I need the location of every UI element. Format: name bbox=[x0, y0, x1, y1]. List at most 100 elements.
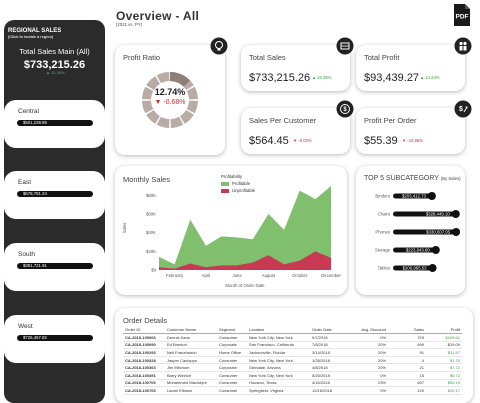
money-growth-icon: $ bbox=[454, 100, 472, 118]
table-cell: Ed Braxton bbox=[165, 341, 217, 350]
table-row[interactable]: CA-2018-100363 Jim Mitchum Corporate Glenda… bbox=[123, 363, 462, 372]
donut-segment bbox=[146, 109, 161, 124]
table-cell: Jim Mitchum bbox=[165, 363, 217, 372]
column-header[interactable]: Location bbox=[247, 326, 310, 334]
x-axis-label: Month of Order Date bbox=[225, 283, 265, 288]
table-cell: Neil Französisch bbox=[165, 348, 217, 357]
top-subcategory-card: TOP 5 SUBCATEGORY (By Sales) Binders $203… bbox=[356, 166, 465, 295]
legend-item-unprofitable[interactable]: Unprofitable bbox=[221, 188, 255, 193]
table-row[interactable]: CA-2018-100706 Laurel Elliston Consumer Spr… bbox=[123, 386, 462, 395]
lightbulb-icon bbox=[210, 37, 228, 55]
table-row[interactable]: CA-2018-100328 Jasper Cacioppo Consumer New… bbox=[123, 356, 462, 365]
table-cell: 20% bbox=[348, 363, 388, 372]
table-cell: 378 bbox=[388, 333, 426, 342]
table-cell: $39.17 bbox=[426, 386, 462, 395]
table-cell: -$19.09 bbox=[426, 341, 462, 350]
profit-per-order-value: $55.39 bbox=[364, 135, 398, 147]
data-label: $223,843.60 bbox=[406, 248, 431, 253]
subcategory-bar[interactable] bbox=[393, 247, 436, 253]
region-name: Central bbox=[18, 108, 39, 115]
column-header[interactable]: Profit bbox=[426, 326, 462, 334]
area-series-unprofitable[interactable] bbox=[159, 251, 331, 270]
table-row[interactable]: CA-2018-100090 Ed Braxton Corporate San Fra… bbox=[123, 341, 462, 350]
table-cell: $6.72 bbox=[426, 371, 462, 380]
x-tick-label: April bbox=[202, 273, 211, 278]
table-cell: $65.19 bbox=[426, 379, 462, 388]
table-cell: 0% bbox=[348, 386, 388, 395]
region-button-west[interactable]: West $725,457.82 bbox=[4, 315, 105, 363]
table-row[interactable]: CA-2018-100391 Barry Weirich Consumer New Y… bbox=[123, 371, 462, 380]
table-cell: 20% bbox=[348, 341, 388, 350]
donut-segment bbox=[146, 76, 161, 91]
profit-ratio-donut bbox=[142, 72, 198, 128]
total-profit-badge: ▲ 14.24% bbox=[420, 75, 440, 80]
table-row[interactable]: CA-2018-100706 Muhammed MacIntyre Consumer… bbox=[123, 379, 462, 388]
table-cell: CA-2018-100090 bbox=[123, 341, 165, 350]
register-icon bbox=[336, 37, 354, 55]
total-sales-card: Total Sales $733,215.26 ▲ 20.36% bbox=[241, 45, 350, 91]
table-cell: 20% bbox=[348, 356, 388, 365]
subcategory-bar[interactable] bbox=[393, 193, 432, 199]
column-header[interactable]: Order Date bbox=[310, 326, 348, 334]
donut-segment bbox=[186, 86, 198, 100]
subcategory-bar[interactable] bbox=[393, 265, 433, 271]
total-sales-main-badge: ▲ 20.36% bbox=[46, 70, 65, 75]
column-header[interactable]: Sales bbox=[388, 326, 426, 334]
column-header[interactable]: Order ID bbox=[123, 326, 165, 334]
total-profit-card: Total Profit $93,439.27 ▲ 14.24% bbox=[356, 45, 465, 91]
table-cell: CA-2018-100328 bbox=[123, 356, 165, 365]
table-cell: CA-2018-100363 bbox=[123, 363, 165, 372]
x-tick-label: October bbox=[292, 273, 308, 278]
table-cell: $1.33 bbox=[426, 356, 462, 365]
table-cell: Home Office bbox=[217, 348, 247, 357]
data-label: $330,007.05 bbox=[426, 230, 451, 235]
donut-segment bbox=[142, 100, 154, 114]
column-header[interactable]: Customer Name bbox=[165, 326, 217, 334]
table-cell: Springfield, Virginia bbox=[247, 386, 310, 395]
table-cell: 5/25/2018 bbox=[310, 371, 348, 380]
subcategory-bar-end bbox=[431, 246, 440, 254]
table-row[interactable]: CA-2018-100293 Neil Französisch Home Offic… bbox=[123, 348, 462, 357]
y-tick-label: $0 bbox=[151, 268, 156, 273]
subcategory-bar[interactable] bbox=[393, 229, 457, 235]
region-button-central[interactable]: Central $501,239.89 bbox=[4, 100, 105, 148]
legend-label: Profitable bbox=[232, 181, 251, 186]
pdf-export-icon[interactable]: PDF bbox=[452, 3, 472, 27]
table-cell: Consumer bbox=[217, 386, 247, 395]
legend-label: Unprofitable bbox=[232, 188, 256, 193]
column-header[interactable]: Avg. Discount bbox=[348, 326, 388, 334]
table-row[interactable]: CA-2018-100006 Dennis Kane Consumer New Yor… bbox=[123, 333, 462, 342]
table-cell: CA-2018-100706 bbox=[123, 386, 165, 395]
y-tick-label: $80K bbox=[146, 193, 156, 198]
total-sales-title: Total Sales bbox=[249, 53, 286, 62]
table-cell: Muhammed MacIntyre bbox=[165, 379, 217, 388]
region-name: East bbox=[18, 179, 32, 186]
legend-item-profitable[interactable]: Profitable bbox=[221, 181, 250, 186]
table-cell: 7/8/2018 bbox=[310, 341, 348, 350]
table-cell: 4 bbox=[388, 356, 426, 365]
region-button-south[interactable]: South $391,721.91 bbox=[4, 243, 105, 291]
table-cell: Consumer bbox=[217, 333, 247, 342]
legend-title: Profitability bbox=[221, 174, 243, 179]
table-cell: 15 bbox=[388, 371, 426, 380]
donut-segment bbox=[179, 109, 194, 124]
region-button-east[interactable]: East $678,781.24 bbox=[4, 171, 105, 219]
donut-ratio-arc bbox=[170, 72, 191, 87]
subcategory-bar[interactable] bbox=[393, 211, 456, 217]
x-tick-label: June bbox=[233, 273, 243, 278]
order-details-title: Order Details bbox=[123, 316, 168, 325]
profit-ratio-card: Profit Ratio 12.74% ▼ -0.68% bbox=[115, 45, 225, 155]
table-cell: New York City, New York bbox=[247, 356, 310, 365]
sales-per-customer-title: Sales Per Customer bbox=[249, 116, 317, 125]
total-sales-badge: ▲ 20.36% bbox=[312, 75, 332, 80]
profit-per-order-badge: ▼ -10.95% bbox=[402, 138, 423, 143]
table-cell: 12/16/2018 bbox=[310, 386, 348, 395]
table-cell: Consumer bbox=[217, 356, 247, 365]
svg-text:$: $ bbox=[343, 107, 347, 113]
table-cell: 699 bbox=[388, 341, 426, 350]
profit-per-order-card: Profit Per Order $55.39 ▼ -10.95% bbox=[356, 108, 465, 154]
table-header-row: Order ID Customer Name Segment Location … bbox=[123, 326, 462, 334]
table-cell: 4/8/2018 bbox=[310, 363, 348, 372]
column-header[interactable]: Segment bbox=[217, 326, 247, 334]
area-series-profitable[interactable] bbox=[159, 186, 331, 270]
